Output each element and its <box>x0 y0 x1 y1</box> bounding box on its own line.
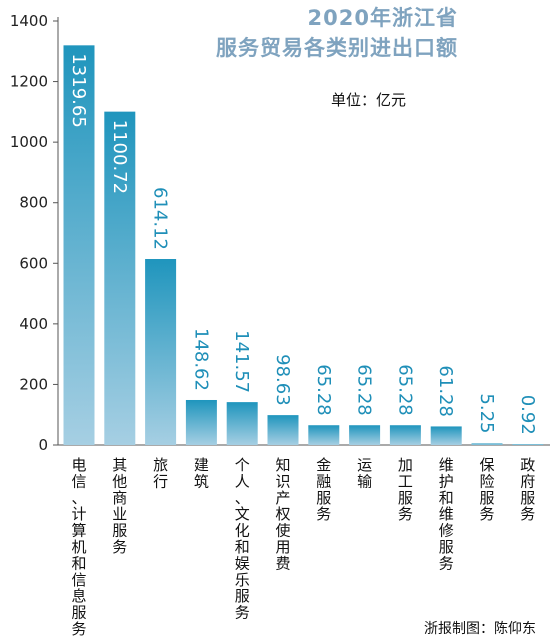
category-label: 旅行 <box>153 456 168 490</box>
category-label: 电信、计算机和信息服务 <box>71 456 86 638</box>
chart-title: 2020年浙江省 <box>307 6 458 30</box>
value-label: 65.28 <box>354 364 375 416</box>
value-label: 1100.72 <box>109 120 130 194</box>
bar <box>430 426 462 445</box>
bar <box>145 259 177 445</box>
category-label: 保险服务 <box>479 456 494 523</box>
y-tick-label: 400 <box>19 315 48 333</box>
bar <box>389 425 421 445</box>
value-label: 141.57 <box>231 330 252 393</box>
unit-label: 单位：亿元 <box>331 91 407 109</box>
bar <box>349 425 381 445</box>
category-label: 知识产权使用费 <box>275 456 290 572</box>
y-tick-label: 1400 <box>10 12 48 30</box>
value-label: 98.63 <box>272 354 293 406</box>
value-label: 1319.65 <box>68 53 89 127</box>
category-label: 政府服务 <box>520 456 535 523</box>
y-tick-label: 1000 <box>10 133 48 151</box>
y-tick-label: 200 <box>19 375 48 393</box>
category-label: 运输 <box>357 456 372 490</box>
category-label: 金融服务 <box>316 456 331 523</box>
bar <box>471 443 503 445</box>
chart-subtitle: 服务贸易各类别进出口额 <box>216 36 458 60</box>
credit: 浙报制图：陈仰东 <box>424 621 536 637</box>
bar <box>512 444 544 445</box>
category-label: 个人、文化和娱乐服务 <box>235 456 250 622</box>
value-label: 0.92 <box>517 395 538 435</box>
y-tick-label: 0 <box>38 436 48 454</box>
y-tick-label: 1200 <box>10 73 48 91</box>
value-label: 65.28 <box>313 364 334 416</box>
y-tick-label: 800 <box>19 194 48 212</box>
bar <box>63 45 95 446</box>
bar <box>185 399 217 445</box>
category-label: 建筑 <box>194 456 209 490</box>
value-label: 148.62 <box>190 328 211 391</box>
bar <box>308 425 340 445</box>
bar <box>267 415 299 445</box>
value-label: 61.28 <box>435 365 456 417</box>
category-label: 维护和维修服务 <box>439 456 454 572</box>
value-label: 614.12 <box>150 187 171 250</box>
category-label: 加工服务 <box>398 456 413 523</box>
bar <box>226 402 258 445</box>
value-label: 5.25 <box>476 393 497 433</box>
bar <box>104 111 136 445</box>
value-label: 65.28 <box>394 364 415 416</box>
category-label: 其他商业服务 <box>112 456 127 556</box>
y-tick-label: 600 <box>19 254 48 272</box>
